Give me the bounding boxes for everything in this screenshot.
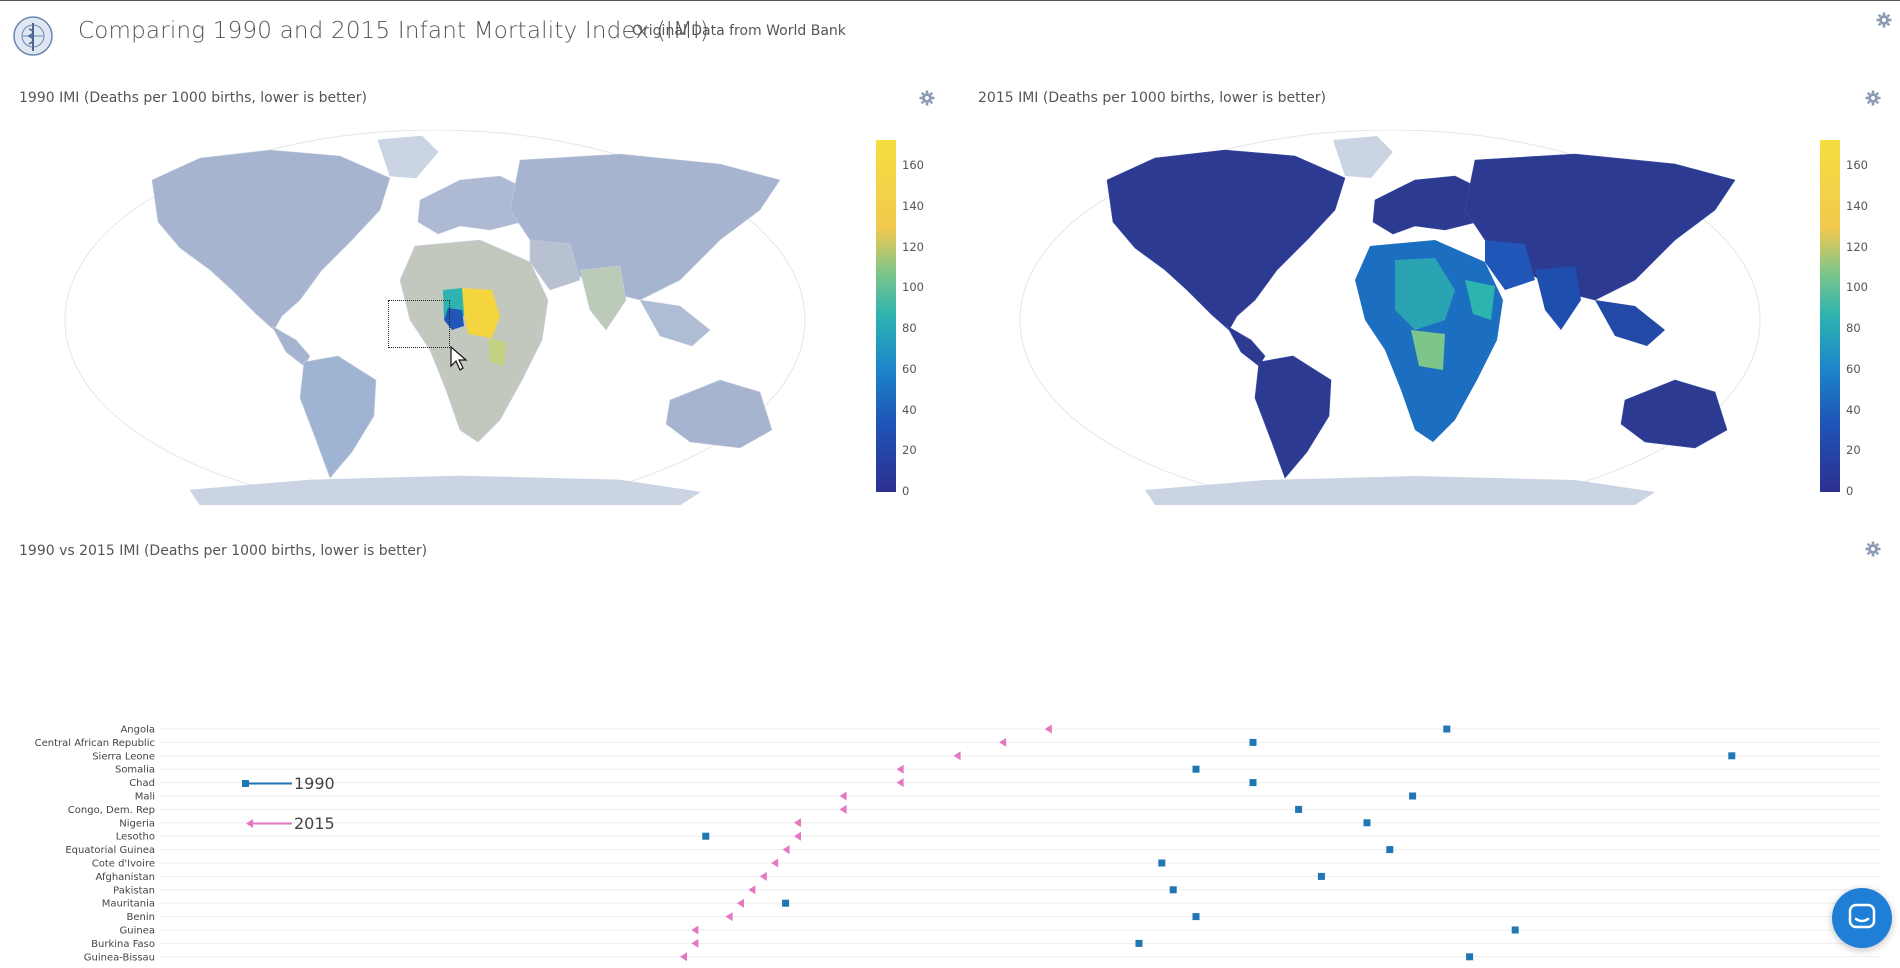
point-1990[interactable] bbox=[702, 832, 710, 840]
point-1990[interactable] bbox=[1443, 725, 1451, 733]
country-label: Somalia bbox=[115, 765, 155, 776]
country-label: Angola bbox=[120, 725, 155, 736]
legend-1990-label: 1990 bbox=[294, 774, 335, 793]
map-2015-title: 2015 IMI (Deaths per 1000 births, lower … bbox=[978, 90, 1326, 106]
map-1990[interactable] bbox=[60, 130, 810, 505]
colorbar-2015-tick-label: 0 bbox=[1846, 484, 1854, 498]
colorbar-1990-tick-label: 40 bbox=[902, 402, 917, 417]
colorbar-1990-tick-label: 120 bbox=[902, 239, 924, 254]
gear-icon[interactable] bbox=[1865, 90, 1881, 106]
chart-legend: 1990 2015 bbox=[242, 774, 335, 833]
point-1990[interactable] bbox=[1192, 913, 1200, 921]
point-1990[interactable] bbox=[1158, 859, 1166, 867]
dumbbell-chart-title: 1990 vs 2015 IMI (Deaths per 1000 births… bbox=[19, 543, 428, 559]
colorbar-2015-tick-label: 140 bbox=[1846, 198, 1868, 213]
colorbar-1990 bbox=[876, 140, 896, 492]
country-label: Benin bbox=[127, 912, 155, 923]
colorbar-1990-tick-label: 20 bbox=[902, 443, 917, 458]
country-label: Guinea bbox=[120, 926, 155, 937]
point-2015[interactable] bbox=[771, 858, 779, 868]
country-label: Cote d'Ivoire bbox=[92, 859, 155, 870]
country-label: Mauritania bbox=[102, 899, 155, 910]
point-1990[interactable] bbox=[1511, 926, 1519, 934]
colorbar-1990-tick-label: 60 bbox=[902, 361, 917, 376]
point-1990[interactable] bbox=[1249, 738, 1257, 746]
country-label: Lesotho bbox=[116, 832, 155, 843]
legend-1990-marker bbox=[242, 780, 249, 787]
country-label: Guinea-Bissau bbox=[84, 952, 155, 963]
page-header: Comparing 1990 and 2015 Infant Mortality… bbox=[0, 0, 1900, 70]
point-2015[interactable] bbox=[896, 764, 904, 774]
colorbar-2015-tick-label: 20 bbox=[1846, 443, 1861, 458]
country-label: Nigeria bbox=[119, 818, 155, 829]
point-2015[interactable] bbox=[782, 845, 790, 855]
legend-2015-marker bbox=[246, 819, 253, 828]
gear-icon[interactable] bbox=[1865, 541, 1881, 557]
chat-button[interactable] bbox=[1832, 888, 1892, 948]
gear-icon[interactable] bbox=[1876, 12, 1892, 28]
colorbar-2015-tick-label: 100 bbox=[1846, 280, 1868, 295]
top-border bbox=[0, 0, 1900, 1]
point-2015[interactable] bbox=[737, 898, 744, 908]
country-label: Mali bbox=[135, 792, 155, 803]
colorbar-1990-tick-label: 100 bbox=[902, 280, 924, 295]
country-label: Equatorial Guinea bbox=[65, 845, 155, 856]
point-1990[interactable] bbox=[1728, 752, 1736, 760]
point-1990[interactable] bbox=[1409, 792, 1417, 800]
box-select-region bbox=[388, 300, 450, 348]
point-2015[interactable] bbox=[725, 912, 733, 922]
gear-icon[interactable] bbox=[919, 90, 935, 106]
point-1990[interactable] bbox=[1363, 819, 1371, 827]
point-2015[interactable] bbox=[794, 831, 801, 841]
point-1990[interactable] bbox=[1249, 779, 1257, 787]
point-2015[interactable] bbox=[839, 804, 847, 814]
point-1990[interactable] bbox=[1386, 846, 1394, 854]
dumbbell-chart[interactable]: Angola Central African Republic Sierra Leo… bbox=[0, 600, 1900, 968]
point-1990[interactable] bbox=[1135, 939, 1143, 947]
colorbar-2015 bbox=[1820, 140, 1840, 492]
point-1990[interactable] bbox=[1317, 872, 1325, 880]
legend-2015-label: 2015 bbox=[294, 814, 335, 833]
point-2015[interactable] bbox=[1044, 724, 1052, 734]
mouse-cursor-icon bbox=[450, 346, 468, 371]
who-emblem-icon bbox=[13, 16, 53, 56]
point-2015[interactable] bbox=[759, 871, 767, 881]
chat-bubble-icon bbox=[1848, 903, 1876, 929]
point-1990[interactable] bbox=[1295, 805, 1303, 813]
point-2015[interactable] bbox=[999, 737, 1007, 747]
point-2015[interactable] bbox=[691, 938, 699, 948]
point-2015[interactable] bbox=[794, 818, 801, 828]
point-2015[interactable] bbox=[691, 925, 699, 935]
colorbar-1990-tick-label: 80 bbox=[902, 321, 917, 335]
country-label: Chad bbox=[129, 778, 155, 789]
point-1990[interactable] bbox=[1466, 953, 1474, 961]
country-label: Congo, Dem. Rep bbox=[68, 805, 155, 816]
point-1990[interactable] bbox=[782, 899, 790, 907]
point-1990[interactable] bbox=[1192, 765, 1200, 773]
page-title: Comparing 1990 and 2015 Infant Mortality… bbox=[78, 18, 710, 44]
page-subtitle: Original Data from World Bank bbox=[632, 23, 846, 39]
country-label: Central African Republic bbox=[35, 738, 155, 749]
point-2015[interactable] bbox=[896, 778, 904, 788]
colorbar-2015-tick-label: 40 bbox=[1846, 402, 1861, 417]
point-2015[interactable] bbox=[680, 952, 687, 962]
point-1990[interactable] bbox=[1169, 886, 1177, 894]
colorbar-1990-tick-label: 160 bbox=[902, 158, 924, 172]
country-label: Burkina Faso bbox=[91, 939, 155, 950]
point-2015[interactable] bbox=[839, 791, 847, 801]
colorbar-2015-tick-label: 60 bbox=[1846, 361, 1861, 376]
country-label: Pakistan bbox=[113, 885, 155, 896]
map-2015[interactable] bbox=[1015, 130, 1765, 505]
colorbar-2015-tick-label: 80 bbox=[1846, 321, 1861, 335]
country-label: Sierra Leone bbox=[92, 751, 155, 762]
point-2015[interactable] bbox=[748, 885, 756, 895]
colorbar-1990-tick-label: 140 bbox=[902, 198, 924, 213]
colorbar-1990-tick-label: 0 bbox=[902, 484, 910, 498]
map-1990-title: 1990 IMI (Deaths per 1000 births, lower … bbox=[19, 90, 367, 106]
country-label: Afghanistan bbox=[95, 872, 155, 883]
point-2015[interactable] bbox=[953, 751, 961, 761]
colorbar-2015-tick-label: 160 bbox=[1846, 158, 1868, 172]
colorbar-2015-tick-label: 120 bbox=[1846, 239, 1868, 254]
